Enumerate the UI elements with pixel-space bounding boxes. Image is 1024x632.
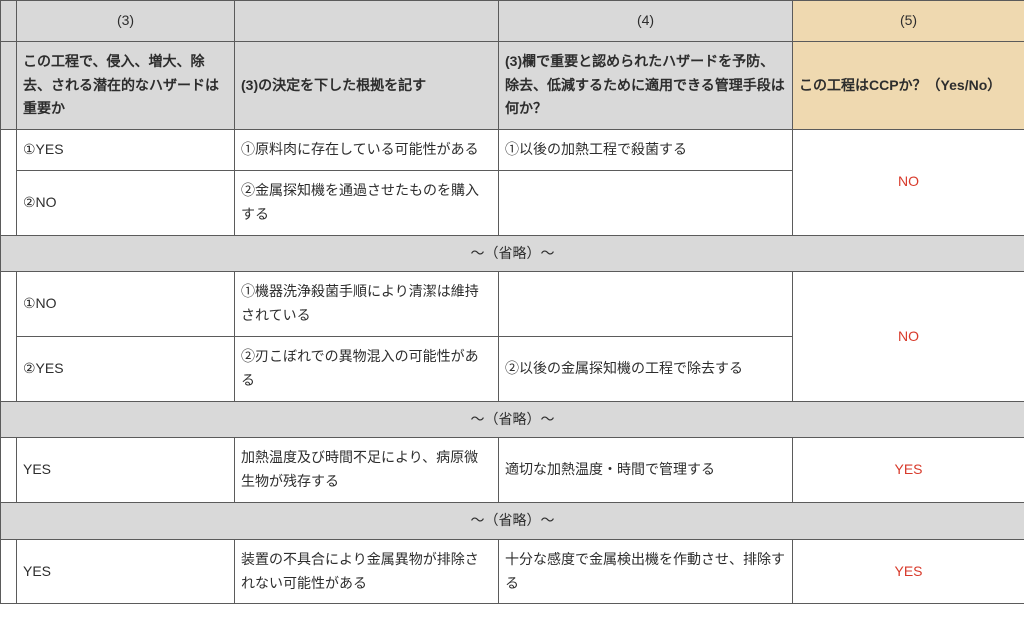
- omitted-label: ～（省略）～: [1, 401, 1024, 438]
- decision-basis: 加熱温度及び時間不足により、病原微生物が残存する: [235, 438, 499, 503]
- decision-basis: 装置の不具合により金属異物が排除されない可能性がある: [235, 539, 499, 604]
- control-measure: 適切な加熱温度・時間で管理する: [499, 438, 793, 503]
- header-number-4: (4): [499, 1, 793, 42]
- header-col3: この工程で、侵入、増大、除去、される潜在的なハザードは重要か: [17, 41, 235, 129]
- control-measure: ②以後の金属探知機の工程で除去する: [499, 336, 793, 401]
- ccp-result: NO: [793, 272, 1024, 401]
- header-number-3: (3): [17, 1, 235, 42]
- table-row: YES 加熱温度及び時間不足により、病原微生物が残存する 適切な加熱温度・時間で…: [1, 438, 1024, 503]
- header-col5: この工程はCCPか？（Yes/No）: [793, 41, 1024, 129]
- table-row: YES 装置の不具合により金属異物が排除されない可能性がある 十分な感度で金属検…: [1, 539, 1024, 604]
- header-blank-narrow: [1, 1, 17, 42]
- row-leading-blank: [1, 438, 17, 503]
- omitted-row: ～（省略）～: [1, 502, 1024, 539]
- hazard-importance: ①YES: [17, 130, 235, 171]
- table-row: ①YES ①原料肉に存在している可能性がある ①以後の加熱工程で殺菌する NO: [1, 130, 1024, 171]
- ccp-result: YES: [793, 438, 1024, 503]
- column-number-row: (3) (4) (5): [1, 1, 1024, 42]
- ccp-result: YES: [793, 539, 1024, 604]
- row-leading-blank: [1, 539, 17, 604]
- omitted-row: ～（省略）～: [1, 235, 1024, 272]
- hazard-importance: YES: [17, 539, 235, 604]
- control-measure: ①以後の加熱工程で殺菌する: [499, 130, 793, 171]
- decision-basis: ①機器洗浄殺菌手順により清潔は維持されている: [235, 272, 499, 337]
- omitted-label: ～（省略）～: [1, 235, 1024, 272]
- control-measure: [499, 272, 793, 337]
- table-row: ①NO ①機器洗浄殺菌手順により清潔は維持されている NO: [1, 272, 1024, 337]
- row-leading-blank: [1, 272, 17, 401]
- hazard-importance: ①NO: [17, 272, 235, 337]
- hazard-importance: YES: [17, 438, 235, 503]
- header-number-5: (5): [793, 1, 1024, 42]
- ccp-result: NO: [793, 130, 1024, 235]
- control-measure: [499, 170, 793, 235]
- omitted-label: ～（省略）～: [1, 502, 1024, 539]
- header-col4: (3)欄で重要と認められたハザードを予防、除去、低減するために適用できる管理手段…: [499, 41, 793, 129]
- column-header-row: この工程で、侵入、増大、除去、される潜在的なハザードは重要か (3)の決定を下し…: [1, 41, 1024, 129]
- hazard-importance: ②NO: [17, 170, 235, 235]
- header-col3b: (3)の決定を下した根拠を記す: [235, 41, 499, 129]
- header-blank2-narrow: [1, 41, 17, 129]
- hazard-analysis-table: (3) (4) (5) この工程で、侵入、増大、除去、される潜在的なハザードは重…: [0, 0, 1024, 604]
- decision-basis: ②刃こぼれでの異物混入の可能性がある: [235, 336, 499, 401]
- control-measure: 十分な感度で金属検出機を作動させ、排除する: [499, 539, 793, 604]
- decision-basis: ②金属探知機を通過させたものを購入する: [235, 170, 499, 235]
- decision-basis: ①原料肉に存在している可能性がある: [235, 130, 499, 171]
- omitted-row: ～（省略）～: [1, 401, 1024, 438]
- header-number-3b: [235, 1, 499, 42]
- hazard-importance: ②YES: [17, 336, 235, 401]
- row-leading-blank: [1, 130, 17, 235]
